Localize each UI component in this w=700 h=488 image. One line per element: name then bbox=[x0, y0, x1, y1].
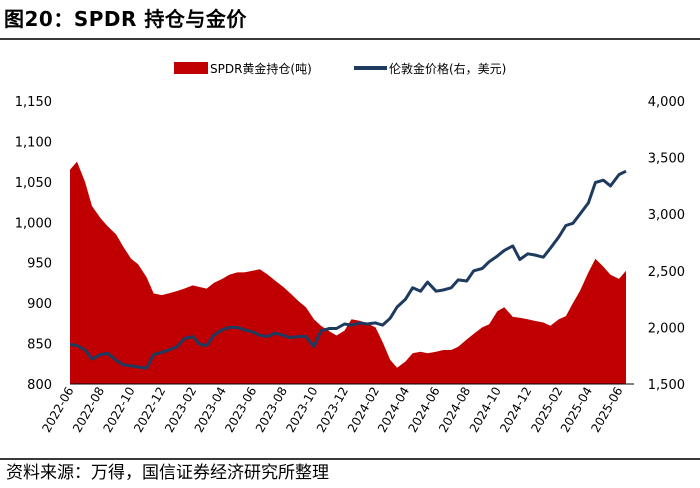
gold-price-line bbox=[69, 169, 627, 370]
y-left-tick-label: 1,000 bbox=[15, 216, 52, 231]
source-note: 资料来源：万得，国信证券经济研究所整理 bbox=[6, 463, 329, 483]
y-right-tick-label: 1,500 bbox=[648, 378, 685, 393]
figure-title: 图20：SPDR 持仓与金价 bbox=[4, 7, 247, 31]
y-left-tick-label: 800 bbox=[27, 378, 52, 393]
y-right-tick-label: 3,000 bbox=[648, 208, 685, 223]
y-right-tick-label: 4,000 bbox=[648, 95, 685, 110]
x-ticks: 2022-062022-082022-102022-122023-022023-… bbox=[39, 385, 625, 435]
y-left-tick-label: 950 bbox=[27, 257, 52, 272]
legend-label-holdings: SPDR黄金持仓(吨) bbox=[210, 61, 312, 76]
legend-item-holdings: SPDR黄金持仓(吨) bbox=[174, 61, 312, 76]
y-left-tick-label: 1,150 bbox=[15, 95, 52, 110]
y-right-ticks: 4,000 3,500 3,000 2,500 2,000 1,500 bbox=[648, 95, 685, 393]
y-right-tick-label: 3,500 bbox=[648, 152, 685, 167]
y-left-tick-label: 1,050 bbox=[15, 176, 52, 191]
y-right-tick-label: 2,500 bbox=[648, 265, 685, 280]
holdings-area bbox=[70, 161, 626, 384]
legend-swatch-holdings bbox=[174, 62, 208, 74]
chart: SPDR黄金持仓(吨) 伦敦金价格(右，美元) 1,1501,1001,0501… bbox=[15, 61, 685, 435]
legend-item-price: 伦敦金价格(右，美元) bbox=[354, 61, 506, 76]
legend-label-price: 伦敦金价格(右，美元) bbox=[389, 61, 506, 76]
plot-area bbox=[69, 161, 634, 385]
y-left-tick-label: 1,100 bbox=[15, 135, 52, 150]
y-left-tick-label: 850 bbox=[27, 338, 52, 353]
legend: SPDR黄金持仓(吨) 伦敦金价格(右，美元) bbox=[174, 61, 506, 76]
y-right-tick-label: 2,000 bbox=[648, 321, 685, 336]
y-left-ticks: 1,150 1,100 1,050 1,000 950 900 850 800 bbox=[15, 95, 52, 393]
bottom-divider bbox=[0, 458, 700, 460]
y-left-tick-label: 900 bbox=[27, 297, 52, 312]
top-divider bbox=[0, 38, 700, 40]
